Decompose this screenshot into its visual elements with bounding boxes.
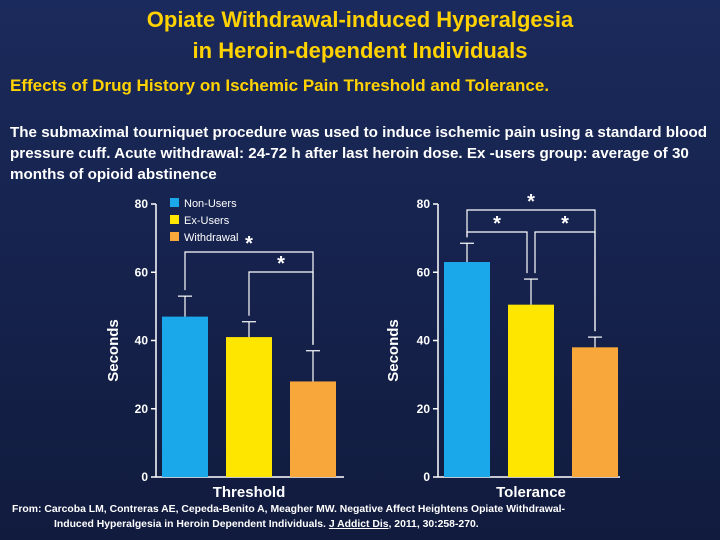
- x-axis-label: Threshold: [213, 484, 286, 501]
- significance-star: *: [527, 191, 535, 213]
- y-axis-label: Seconds: [385, 319, 402, 382]
- significance-star: *: [561, 213, 569, 235]
- charts-area: 0 20 40 60 80 Seconds Threshold * * Non-Users Ex-U…: [100, 190, 620, 502]
- legend-label: Ex-Users: [184, 215, 230, 227]
- legend-label: Withdrawal: [184, 232, 238, 244]
- citation-line-1: From: Carcoba LM, Contreras AE, Cepeda-B…: [12, 504, 565, 515]
- significance-bracket: [534, 231, 596, 332]
- significance-star: *: [277, 253, 285, 275]
- significance-bracket: [248, 271, 314, 345]
- x-axis-label: Tolerance: [496, 484, 566, 501]
- significance-bracket: [466, 231, 528, 274]
- legend-swatch-withdrawal: [170, 232, 179, 241]
- legend-label: Non-Users: [184, 198, 237, 210]
- y-tick-label: 80: [135, 197, 149, 211]
- y-tick-label: 40: [135, 334, 149, 348]
- y-tick-label: 20: [417, 402, 431, 416]
- bar-non-users: [162, 316, 208, 477]
- y-tick-label: 80: [417, 197, 431, 211]
- bar-charts-svg: 0 20 40 60 80 Seconds Threshold * * Non-Users Ex-U…: [105, 191, 620, 501]
- bar-non-users: [444, 262, 490, 477]
- y-tick-label: 60: [417, 265, 431, 279]
- legend-swatch-non-users: [170, 198, 179, 207]
- y-tick-label: 40: [417, 334, 431, 348]
- bar-ex-users: [226, 337, 272, 477]
- page-title: Opiate Withdrawal-induced Hyperalgesia i…: [0, 4, 720, 66]
- significance-star: *: [245, 233, 253, 255]
- significance-star: *: [493, 213, 501, 235]
- y-tick-label: 60: [135, 265, 149, 279]
- citation-line-2-text: Induced Hyperalgesia in Heroin Dependent…: [54, 519, 326, 530]
- title-line-2: in Heroin-dependent Individuals: [192, 38, 528, 63]
- chart-subtitle: Effects of Drug History on Ischemic Pain…: [10, 76, 550, 95]
- bar-ex-users: [508, 304, 554, 477]
- citation-line-2: Induced Hyperalgesia in Heroin Dependent…: [12, 517, 712, 532]
- citation: From: Carcoba LM, Contreras AE, Cepeda-B…: [12, 502, 712, 532]
- bar-withdrawal: [572, 347, 618, 477]
- citation-journal: J Addict Dis: [328, 519, 389, 530]
- citation-line-2-end: , 2011, 30:258-270.: [388, 519, 479, 530]
- bar-withdrawal: [290, 381, 336, 477]
- y-axis-label: Seconds: [105, 319, 122, 382]
- method-description: The submaximal tourniquet procedure was …: [10, 124, 708, 183]
- y-tick-label: 20: [135, 402, 149, 416]
- y-tick-label: 0: [141, 470, 148, 484]
- legend-swatch-ex-users: [170, 215, 179, 224]
- title-line-1: Opiate Withdrawal-induced Hyperalgesia: [146, 7, 574, 32]
- y-tick-label: 0: [423, 470, 430, 484]
